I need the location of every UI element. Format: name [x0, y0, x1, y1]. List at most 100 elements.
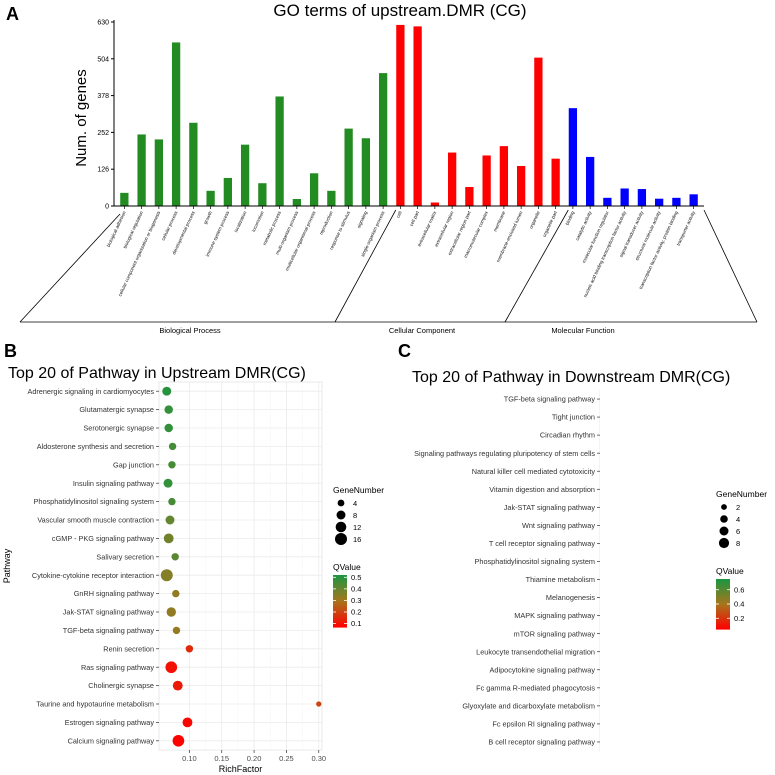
data-point: [316, 701, 322, 707]
color-legend-swatch: [333, 607, 347, 610]
data-point: [705, 702, 712, 709]
data-point: [632, 684, 640, 692]
x-tick-label: 0.30: [311, 754, 326, 763]
color-legend-label: 0.2: [351, 608, 361, 617]
x-axis-label: RichFactor: [634, 765, 678, 775]
y-tick-label: GnRH signaling pathway: [74, 589, 155, 598]
color-legend-swatch: [716, 600, 730, 603]
x-tick-label: signaling: [356, 210, 368, 229]
y-tick-label: Glutamatergic synapse: [79, 405, 154, 414]
bar: [189, 122, 198, 206]
data-point: [633, 666, 641, 674]
color-legend-title: QValue: [333, 562, 361, 572]
color-legend-swatch: [716, 585, 730, 588]
color-legend-swatch: [333, 578, 347, 581]
color-legend-title: QValue: [716, 566, 744, 576]
color-legend-swatch: [333, 599, 347, 602]
data-point: [658, 720, 666, 728]
group-brackets: Biological Process Cellular Component Mole…: [19, 209, 758, 335]
bar: [378, 73, 388, 206]
color-legend-swatch: [333, 576, 347, 579]
y-tick-label: Taurine and hypotaurine metabolism: [36, 700, 154, 709]
x-tick-label: cellular component organization or bioge…: [117, 210, 161, 297]
panel-b-upstream-scatter: B Top 20 of Pathway in Upstream DMR(CG) …: [2, 341, 384, 774]
color-legend-swatch: [333, 619, 347, 622]
y-tick-label: Estrogen signaling pathway: [65, 718, 155, 727]
panel-c-downstream-scatter: C Top 20 of Pathway in Downstream DMR(CG…: [398, 341, 767, 775]
color-legend-swatch: [716, 589, 730, 591]
color-legend-swatch: [716, 610, 730, 613]
bar: [361, 138, 371, 206]
group-edge-line: [19, 213, 121, 323]
x-tick-label: catalytic activity: [575, 210, 593, 242]
group-label: Cellular Component: [389, 326, 456, 335]
color-legend-swatch: [333, 588, 347, 590]
color-legend-swatch: [716, 612, 730, 615]
bar: [430, 202, 440, 206]
color-legend-swatch: [333, 616, 347, 619]
size-legend-dot: [718, 537, 730, 549]
color-legend-swatch: [716, 617, 730, 620]
chart-title: Top 20 of Pathway in Upstream DMR(CG): [8, 365, 306, 382]
color-legend-swatch: [333, 610, 347, 612]
y-tick-label: Cholinergic synapse: [88, 681, 154, 690]
data-point: [168, 461, 176, 469]
y-tick-label: Fc epsilon RI signaling pathway: [492, 720, 595, 729]
y-axis-label: Pathway: [2, 548, 12, 583]
color-legend-swatch: [333, 577, 347, 580]
data-point: [607, 467, 615, 475]
y-tick-label: Leukocyte transendothelial migration: [476, 647, 595, 656]
color-legend-swatch: [716, 622, 730, 625]
y-tick-label: Vascular smooth muscle contraction: [37, 516, 154, 525]
data-point: [168, 442, 177, 451]
bar: [292, 198, 302, 206]
color-legend-swatch: [333, 575, 347, 577]
data-point: [612, 630, 620, 638]
y-tick-label: Salivary secretion: [96, 552, 154, 561]
bar: [137, 134, 146, 206]
y-tick-label: Phosphatidylinositol signaling system: [34, 497, 154, 506]
y-tick-label: TGF-beta signaling pathway: [504, 395, 596, 404]
color-legend-swatch: [333, 601, 347, 603]
data-point: [165, 661, 178, 674]
size-legend-label: 4: [353, 499, 357, 508]
y-tick-label: Gap junction: [113, 460, 154, 469]
color-legend-swatch: [333, 621, 347, 624]
data-point: [171, 553, 179, 561]
color-legend-swatch: [716, 611, 730, 614]
y-tick-label: 504: [97, 56, 109, 63]
y-tick-label: 0: [105, 204, 109, 211]
data-point: [168, 497, 176, 506]
color-legend-swatch: [716, 601, 730, 604]
color-legend-swatch: [333, 593, 347, 596]
data-point: [163, 533, 174, 544]
plot-clip-group: 0.06 0.09 0.12 TGF-beta signaling pathway Ti…: [414, 389, 712, 775]
y-tick-label: Serotonergic synapse: [83, 424, 154, 433]
color-legend-label: 0.6: [734, 585, 744, 594]
bar: [482, 155, 491, 206]
bar: [447, 152, 457, 206]
bar: [206, 190, 215, 206]
size-legend-dot: [335, 533, 347, 545]
chart-title: Top 20 of Pathway in Downstream DMR(CG): [412, 369, 730, 386]
bar: [396, 24, 405, 206]
size-legend-dot: [719, 526, 729, 536]
size-legend-dot: [720, 515, 728, 523]
data-point: [165, 515, 175, 525]
color-legend-swatch: [716, 615, 730, 618]
data-point: [164, 423, 173, 433]
color-legend-swatch: [333, 624, 347, 627]
size-legend-label: 2: [736, 503, 740, 512]
color-legend-swatch: [716, 605, 730, 608]
x-tick-label: 0.10: [182, 754, 197, 763]
y-tick-label: Vitamin digestion and absorption: [489, 485, 595, 494]
data-point: [164, 405, 173, 414]
color-legend-swatch: [333, 591, 347, 594]
size-legend-label: 16: [353, 535, 361, 544]
chart-title: GO terms of upstream.DMR (CG): [273, 1, 526, 20]
bar: [240, 144, 250, 206]
color-legend-swatch: [716, 626, 730, 629]
y-tick-label: Melanogenesis: [546, 593, 595, 602]
color-legend-swatch: [333, 594, 347, 597]
